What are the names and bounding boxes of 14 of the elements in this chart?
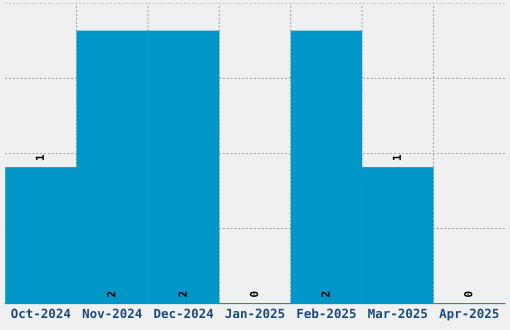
data-label: 2	[178, 292, 187, 297]
x-tick-label: Nov-2024	[82, 308, 142, 318]
data-label: 1	[36, 154, 44, 160]
x-tick-label: Mar-2025	[368, 308, 428, 318]
x-tick-label: Jan-2025	[226, 308, 284, 318]
x-tick-label: Oct-2024	[11, 308, 70, 318]
data-label: 0	[464, 292, 472, 297]
x-tick-label: Feb-2025	[297, 308, 356, 318]
data-label: 2	[107, 292, 116, 297]
data-label: 2	[321, 292, 330, 297]
data-label: 1	[392, 154, 401, 160]
x-tick-label: Dec-2024	[154, 308, 214, 318]
data-label: 0	[250, 292, 258, 297]
x-tick-label: Apr-2025	[439, 308, 498, 321]
